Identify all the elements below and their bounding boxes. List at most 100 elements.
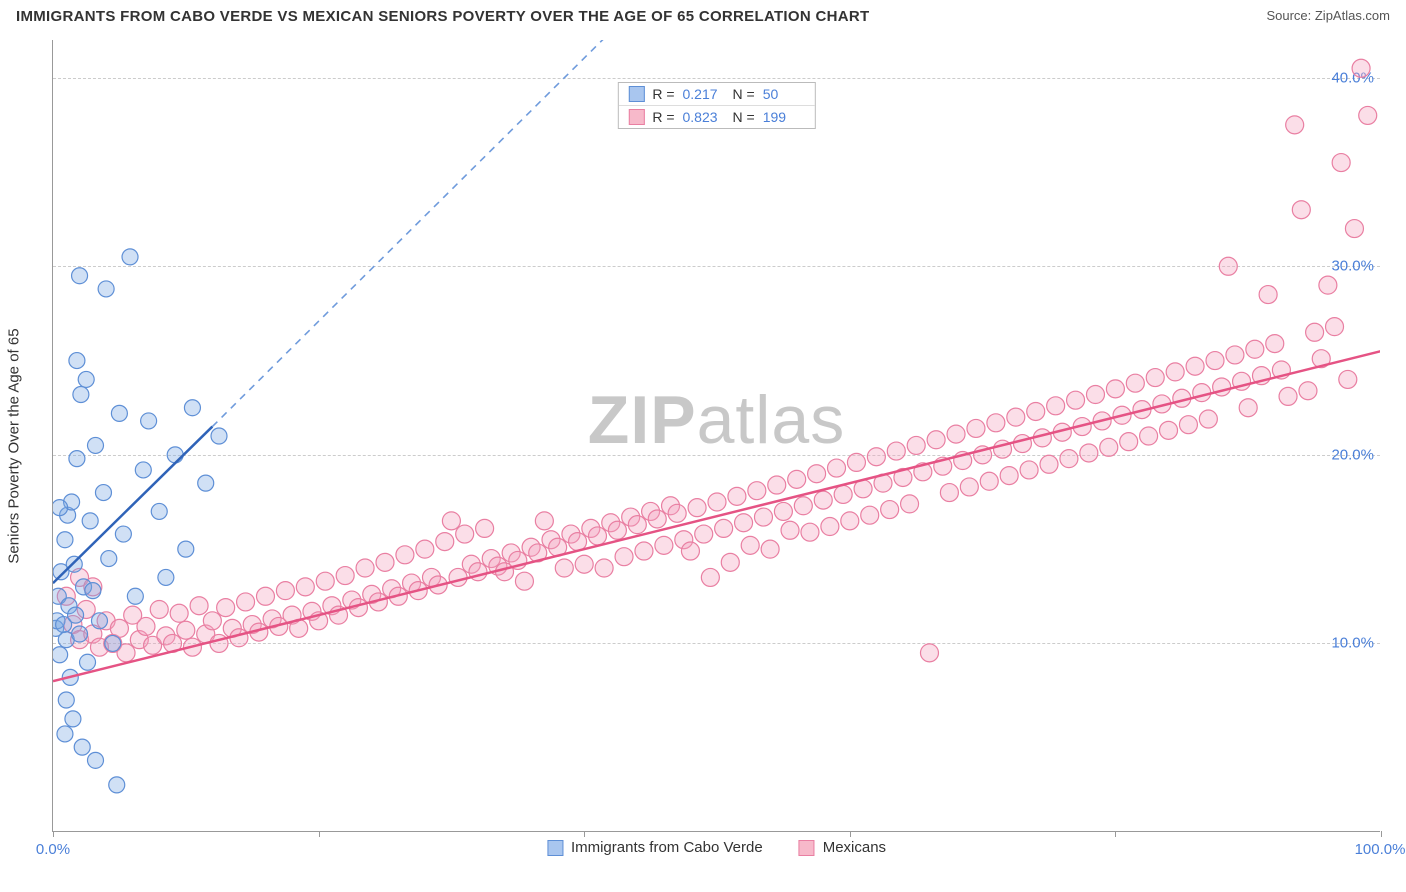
scatter-point [198, 475, 214, 491]
scatter-point [1199, 410, 1217, 428]
scatter-point [65, 711, 81, 727]
scatter-point [754, 508, 772, 526]
scatter-point [416, 540, 434, 558]
scatter-point [887, 442, 905, 460]
stats-row: R = 0.823 N = 199 [618, 105, 814, 128]
legend-swatch [628, 86, 644, 102]
scatter-point [203, 612, 221, 630]
scatter-point [1259, 286, 1277, 304]
scatter-point [1007, 408, 1025, 426]
scatter-point [794, 497, 812, 515]
scatter-point [69, 353, 85, 369]
y-axis-label: Seniors Poverty Over the Age of 65 [6, 328, 23, 563]
scatter-point [1013, 435, 1031, 453]
scatter-point [105, 635, 121, 651]
scatter-point [881, 501, 899, 519]
scatter-point [78, 371, 94, 387]
scatter-point [655, 536, 673, 554]
scatter-point [122, 249, 138, 265]
scatter-point [635, 542, 653, 560]
source-label: Source: ZipAtlas.com [1266, 8, 1390, 23]
scatter-point [68, 607, 84, 623]
trend-line [53, 351, 1380, 681]
r-label: R = [652, 109, 674, 125]
scatter-point [1326, 318, 1344, 336]
scatter-point [217, 599, 235, 617]
n-value: 199 [763, 109, 805, 125]
source-link[interactable]: ZipAtlas.com [1315, 8, 1390, 23]
n-label: N = [733, 86, 755, 102]
scatter-point [1219, 257, 1237, 275]
scatter-point [615, 548, 633, 566]
scatter-point [867, 448, 885, 466]
scatter-point [847, 453, 865, 471]
x-tick-label-min: 0.0% [36, 841, 70, 858]
scatter-point [376, 553, 394, 571]
scatter-point [741, 536, 759, 554]
scatter-point [57, 726, 73, 742]
scatter-point [127, 588, 143, 604]
x-tick [1115, 831, 1116, 837]
scatter-point [72, 626, 88, 642]
scatter-point [58, 692, 74, 708]
n-label: N = [733, 109, 755, 125]
scatter-point [1146, 369, 1164, 387]
chart-plot-area: ZIPatlas 10.0%20.0%30.0%40.0% R =0.217N … [52, 40, 1380, 832]
scatter-point [1239, 399, 1257, 417]
scatter-point [1345, 220, 1363, 238]
scatter-point [801, 523, 819, 541]
scatter-point [396, 546, 414, 564]
scatter-point [980, 472, 998, 490]
scatter-point [701, 568, 719, 586]
scatter-point [987, 414, 1005, 432]
scatter-point [781, 521, 799, 539]
scatter-point [668, 504, 686, 522]
scatter-point [1266, 335, 1284, 353]
n-value: 50 [763, 86, 805, 102]
x-tick [850, 831, 851, 837]
scatter-point [728, 487, 746, 505]
scatter-point [111, 405, 127, 421]
scatter-point [73, 387, 89, 403]
scatter-point [1186, 357, 1204, 375]
scatter-point [158, 569, 174, 585]
scatter-point [1120, 433, 1138, 451]
scatter-point [256, 587, 274, 605]
legend-swatch [628, 109, 644, 125]
scatter-point [135, 462, 151, 478]
legend-item: Immigrants from Cabo Verde [547, 839, 763, 856]
scatter-point [768, 476, 786, 494]
scatter-point [940, 484, 958, 502]
scatter-point [276, 582, 294, 600]
scatter-point [167, 447, 183, 463]
scatter-point [735, 514, 753, 532]
scatter-point [91, 613, 107, 629]
scatter-point [708, 493, 726, 511]
chart-title: IMMIGRANTS FROM CABO VERDE VS MEXICAN SE… [16, 8, 869, 25]
scatter-point [170, 604, 188, 622]
scatter-point [1286, 116, 1304, 134]
scatter-point [1106, 380, 1124, 398]
legend-label: Immigrants from Cabo Verde [571, 839, 763, 856]
scatter-point [967, 419, 985, 437]
scatter-point [1020, 461, 1038, 479]
scatter-point [814, 491, 832, 509]
scatter-point [569, 533, 587, 551]
scatter-point [456, 525, 474, 543]
scatter-point [1027, 402, 1045, 420]
scatter-point [190, 597, 208, 615]
scatter-point [95, 485, 111, 501]
scatter-point [1226, 346, 1244, 364]
stats-row: R =0.217N =50 [618, 83, 814, 105]
r-label: R = [652, 86, 674, 102]
scatter-point [841, 512, 859, 530]
scatter-point [861, 506, 879, 524]
scatter-point [184, 400, 200, 416]
scatter-point [57, 532, 73, 548]
scatter-point [137, 617, 155, 635]
scatter-point [1060, 450, 1078, 468]
scatter-point [774, 502, 792, 520]
x-tick-label-max: 100.0% [1355, 841, 1406, 858]
scatter-point [515, 572, 533, 590]
r-value: 0.823 [683, 109, 725, 125]
